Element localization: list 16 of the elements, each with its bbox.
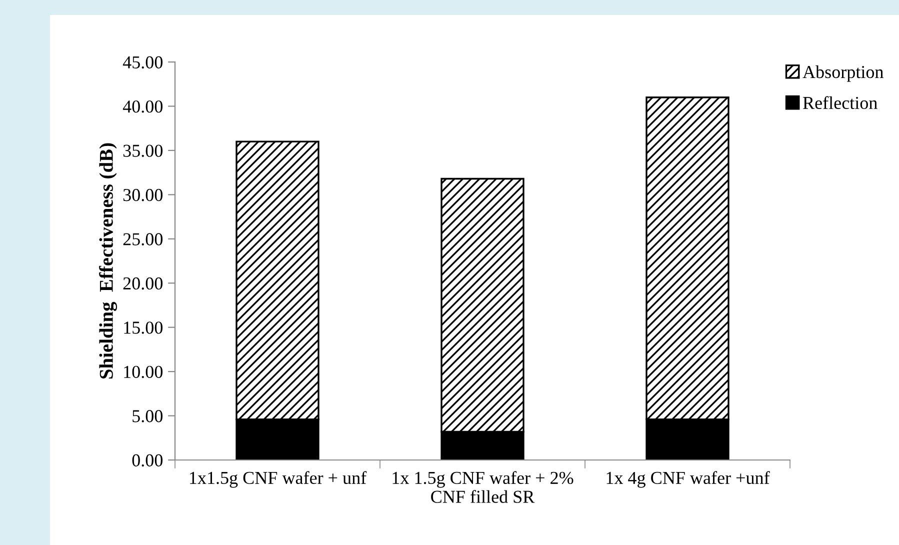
y-tick-label: 20.00 xyxy=(123,277,163,290)
legend-label: Absorption xyxy=(802,65,884,82)
y-tick-label: 40.00 xyxy=(122,100,163,113)
x-tick-label: 1x 4g CNF wafer +unf xyxy=(606,471,770,488)
legend-label: Reflection xyxy=(803,96,878,110)
y-tick-label: 30.00 xyxy=(123,188,163,202)
y-tick-label: 25.00 xyxy=(123,233,163,246)
y-tick-label: 15.00 xyxy=(124,322,163,334)
y-axis-title: Shielding Effectiveness (dB) xyxy=(99,143,118,379)
y-tick-label: 45.00 xyxy=(122,56,163,69)
y-tick-label: 10.00 xyxy=(124,366,163,378)
x-tick-label: 1x 1.5g CNF wafer + 2% CNF filled SR xyxy=(392,471,574,503)
x-tick-label: 1x1.5g CNF wafer + unf xyxy=(190,471,367,488)
y-tick-label: 5.00 xyxy=(132,410,163,422)
y-tick-label: 0.00 xyxy=(132,454,163,467)
y-tick-label: 35.00 xyxy=(123,144,163,157)
